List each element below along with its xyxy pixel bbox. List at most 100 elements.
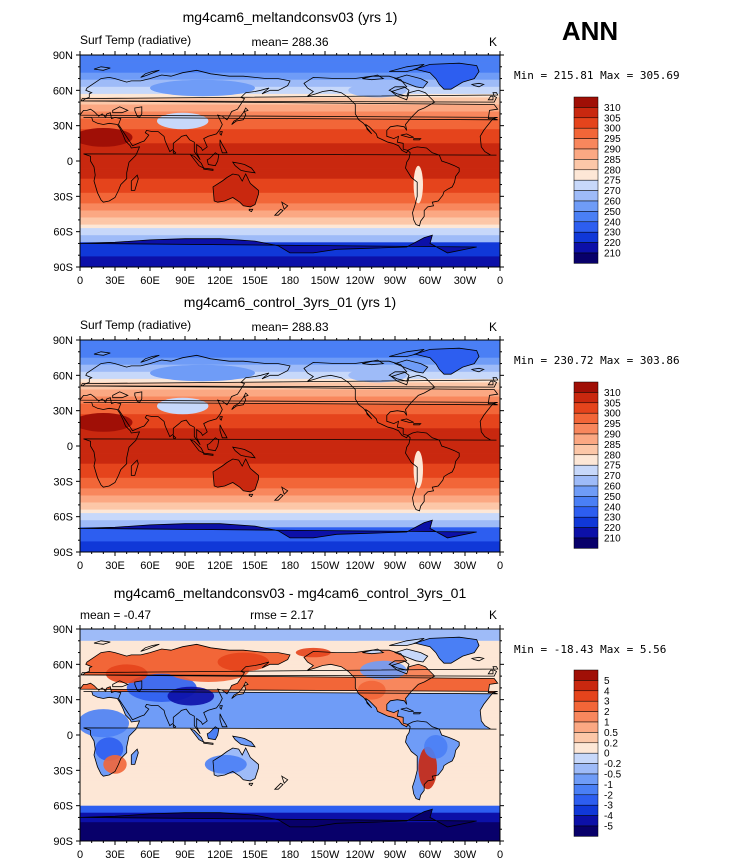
- temperature-band: [80, 93, 500, 98]
- temperature-band: [80, 484, 500, 489]
- land-anomaly: [80, 809, 477, 827]
- minmax-label: Min = 215.81 Max = 305.69: [514, 69, 680, 82]
- temperature-band: [80, 396, 500, 401]
- colorbar-swatch: [573, 732, 599, 744]
- temperature-band: [80, 629, 500, 641]
- temperature-band: [80, 491, 500, 496]
- coastline: [413, 636, 480, 664]
- colorbar-swatch: [573, 412, 599, 424]
- coastline: [470, 367, 485, 373]
- lat-tick-label: 0: [67, 730, 73, 742]
- lon-tick-label: 90W: [384, 275, 407, 287]
- temperature-band: [80, 210, 500, 215]
- land-field: [213, 174, 259, 207]
- colorbar-label: -0.5: [604, 770, 622, 781]
- coastlines: [80, 636, 499, 828]
- land-field: [395, 360, 428, 373]
- temperature-band: [80, 407, 500, 412]
- andes-region: [413, 450, 423, 489]
- coastline: [413, 62, 480, 90]
- coastline: [303, 75, 436, 154]
- colorbar-label: 0.2: [604, 738, 618, 749]
- colorbar-label: 250: [604, 207, 621, 218]
- coastline: [393, 648, 429, 663]
- temperature-band: [80, 657, 500, 662]
- land-field: [80, 235, 477, 253]
- left-label: Surf Temp (radiative): [80, 33, 191, 47]
- lon-tick-label: 120E: [207, 849, 233, 861]
- coastline: [140, 69, 160, 78]
- colorbar-swatch: [573, 773, 599, 785]
- anomaly-region: [95, 737, 124, 761]
- canada-region: [348, 83, 407, 98]
- temperature-band: [80, 189, 500, 194]
- coastline: [80, 519, 477, 539]
- colorbar-swatch: [573, 506, 599, 518]
- lat-tick-label: 60S: [53, 801, 73, 813]
- coastline: [362, 359, 385, 366]
- colorbar-swatch: [573, 496, 599, 508]
- map-fields: [80, 340, 500, 552]
- colorbar-label: -1: [604, 780, 613, 791]
- temperature-band: [80, 90, 500, 95]
- colorbar-label: 230: [604, 228, 621, 239]
- anomaly-region: [204, 755, 247, 774]
- lon-tick-label: 30W: [454, 849, 477, 861]
- land-anomaly: [232, 736, 255, 747]
- temperature-band: [80, 382, 500, 387]
- andes-region: [413, 165, 423, 204]
- temperature-band: [80, 115, 500, 120]
- temperature-band: [80, 745, 500, 750]
- lat-tick-label: 60N: [53, 85, 73, 97]
- colorbar-label: -0.2: [604, 759, 622, 770]
- coastline: [172, 723, 177, 729]
- colorbar-swatch: [573, 242, 599, 254]
- colorbar: 3103053002952902852802752702602502402302…: [573, 381, 621, 549]
- temperature-band: [80, 453, 500, 458]
- colorbar-swatch: [573, 454, 599, 466]
- lon-tick-label: 0: [77, 849, 83, 861]
- map-plot: 90N 60N 30N 0 30S 60S 90S 0 30E 60E 90E 120E 150E 180…: [53, 624, 504, 861]
- lat-tick-label: 90S: [53, 262, 73, 274]
- temperature-band: [80, 537, 500, 542]
- colorbar-label: 2: [604, 707, 610, 718]
- colorbar-swatch: [573, 381, 599, 393]
- temperature-band: [80, 488, 500, 493]
- colorbar-swatch: [573, 423, 599, 435]
- temperature-band: [80, 150, 500, 155]
- temperature-band: [80, 143, 500, 148]
- lon-tick-label: 0: [77, 275, 83, 287]
- temperature-band: [80, 203, 500, 208]
- temperature-band: [80, 97, 500, 102]
- coastline: [389, 64, 425, 72]
- coastline: [80, 92, 499, 103]
- temperature-band: [80, 108, 500, 112]
- temperature-band: [80, 738, 500, 743]
- colorbar-swatch: [573, 690, 599, 702]
- temperature-band: [80, 646, 500, 651]
- tibet-plateau: [157, 112, 209, 130]
- colorbar-label: 275: [604, 461, 621, 472]
- colorbar-swatch: [573, 127, 599, 139]
- coastline: [140, 643, 160, 652]
- temperature-band: [80, 182, 500, 187]
- anomaly-region: [103, 755, 127, 774]
- temperature-band: [80, 76, 500, 81]
- land-anomaly: [131, 749, 139, 765]
- coastline: [248, 208, 254, 213]
- temperature-band: [80, 161, 500, 165]
- coastline: [389, 638, 425, 646]
- center-label: rmse = 2.17: [250, 608, 314, 622]
- temperature-band: [80, 548, 500, 552]
- temperature-band: [80, 424, 500, 429]
- colorbar-swatch: [573, 516, 599, 528]
- temperature-band: [80, 495, 500, 500]
- temperature-band: [80, 773, 500, 778]
- anomaly-region: [217, 652, 269, 672]
- temperature-band: [80, 763, 500, 768]
- lon-tick-label: 60E: [140, 275, 160, 287]
- temperature-band: [80, 164, 500, 169]
- coastline: [231, 107, 249, 125]
- temperature-band: [80, 238, 500, 243]
- colorbar-label: -2: [604, 790, 613, 801]
